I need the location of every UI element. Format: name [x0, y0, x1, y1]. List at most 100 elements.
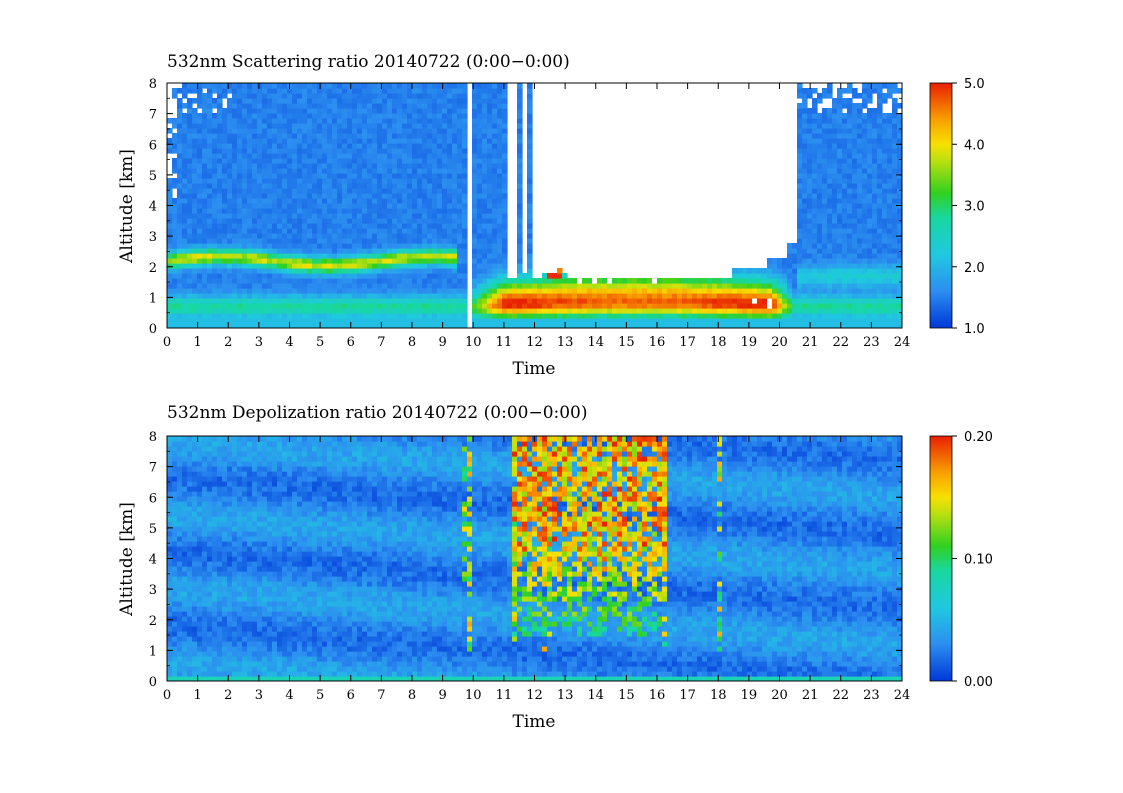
heatmap-cell	[492, 318, 498, 324]
heatmap-cell	[277, 133, 283, 139]
heatmap-cell	[327, 218, 333, 224]
heatmap-cell	[882, 293, 888, 299]
heatmap-cell	[497, 218, 503, 224]
heatmap-cell	[222, 83, 228, 89]
heatmap-cell	[627, 298, 633, 304]
heatmap-cell	[257, 168, 263, 174]
heatmap-cell	[237, 213, 243, 219]
heatmap-cell	[667, 308, 673, 314]
heatmap-cell	[487, 208, 493, 214]
heatmap-cell	[897, 298, 902, 304]
heatmap-cell	[192, 148, 198, 154]
heatmap-cell	[872, 168, 878, 174]
heatmap-cell	[402, 218, 408, 224]
heatmap-cell	[447, 93, 453, 99]
heatmap-cell	[182, 303, 188, 309]
heatmap-cell	[347, 88, 353, 94]
heatmap-cell	[312, 283, 318, 289]
heatmap-cell	[477, 148, 483, 154]
heatmap-cell	[282, 188, 288, 194]
heatmap-cell	[437, 278, 443, 284]
heatmap-cell	[202, 118, 208, 124]
heatmap-cell	[337, 88, 343, 94]
heatmap-cell	[317, 138, 323, 144]
heatmap-cell	[502, 238, 508, 244]
heatmap-cell	[882, 223, 888, 229]
heatmap-cell	[357, 193, 363, 199]
heatmap-cell	[517, 263, 523, 269]
heatmap-cell	[407, 183, 413, 189]
heatmap-cell	[802, 218, 808, 224]
heatmap-cell	[197, 83, 203, 89]
heatmap-cell	[257, 88, 263, 94]
heatmap-cell	[482, 163, 488, 169]
heatmap-cell	[272, 148, 278, 154]
heatmap-cell	[267, 153, 273, 159]
heatmap-cell	[497, 128, 503, 134]
heatmap-cell	[572, 313, 578, 319]
heatmap-cell	[772, 258, 778, 264]
heatmap-cell	[832, 168, 838, 174]
heatmap-cell	[802, 143, 808, 149]
heatmap-cell	[817, 203, 823, 209]
heatmap-cell	[367, 183, 373, 189]
heatmap-cell	[172, 133, 178, 139]
heatmap-cell	[302, 168, 308, 174]
heatmap-cell	[887, 113, 893, 119]
heatmap-cell	[897, 148, 902, 154]
heatmap-cell	[387, 88, 393, 94]
heatmap-cell	[387, 228, 393, 234]
heatmap-cell	[457, 143, 463, 149]
heatmap-cell	[812, 263, 818, 269]
heatmap-cell	[637, 313, 643, 319]
heatmap-cell	[202, 278, 208, 284]
heatmap-cell	[262, 148, 268, 154]
heatmap-cell	[847, 183, 853, 189]
heatmap-cell	[877, 83, 883, 89]
heatmap-cell	[422, 173, 428, 179]
heatmap-cell	[392, 183, 398, 189]
heatmap-cell	[792, 313, 798, 319]
heatmap-cell	[342, 163, 348, 169]
heatmap-cell	[487, 123, 493, 129]
heatmap-cell	[247, 98, 253, 104]
heatmap-cell	[392, 223, 398, 229]
heatmap-cell	[737, 308, 743, 314]
heatmap-cell	[842, 273, 848, 279]
heatmap-cell	[282, 218, 288, 224]
heatmap-cell	[372, 143, 378, 149]
heatmap-cell	[452, 198, 458, 204]
heatmap-cell	[207, 198, 213, 204]
heatmap-cell	[827, 278, 833, 284]
heatmap-cell	[472, 308, 478, 314]
heatmap-cell	[817, 158, 823, 164]
heatmap-cell	[822, 273, 828, 279]
heatmap-cell	[422, 88, 428, 94]
heatmap-cell	[702, 298, 708, 304]
heatmap-cell	[842, 283, 848, 289]
heatmap-cell	[282, 103, 288, 109]
heatmap-cell	[527, 193, 533, 199]
heatmap-cell	[527, 198, 533, 204]
heatmap-cell	[212, 88, 218, 94]
heatmap-cell	[342, 203, 348, 209]
heatmap-cell	[397, 133, 403, 139]
heatmap-cell	[802, 98, 808, 104]
heatmap-cell	[397, 223, 403, 229]
heatmap-cell	[412, 248, 418, 254]
heatmap-cell	[807, 283, 813, 289]
heatmap-cell	[182, 258, 188, 264]
heatmap-cell	[852, 273, 858, 279]
heatmap-cell	[827, 273, 833, 279]
heatmap-cell	[232, 158, 238, 164]
heatmap-cell	[852, 158, 858, 164]
heatmap-cell	[282, 233, 288, 239]
heatmap-cell	[492, 93, 498, 99]
heatmap-cell	[802, 303, 808, 309]
heatmap-cell	[367, 268, 373, 274]
heatmap-cell	[247, 288, 253, 294]
heatmap-cell	[787, 313, 793, 319]
heatmap-cell	[852, 168, 858, 174]
heatmap-cell	[487, 108, 493, 114]
heatmap-cell	[372, 263, 378, 269]
